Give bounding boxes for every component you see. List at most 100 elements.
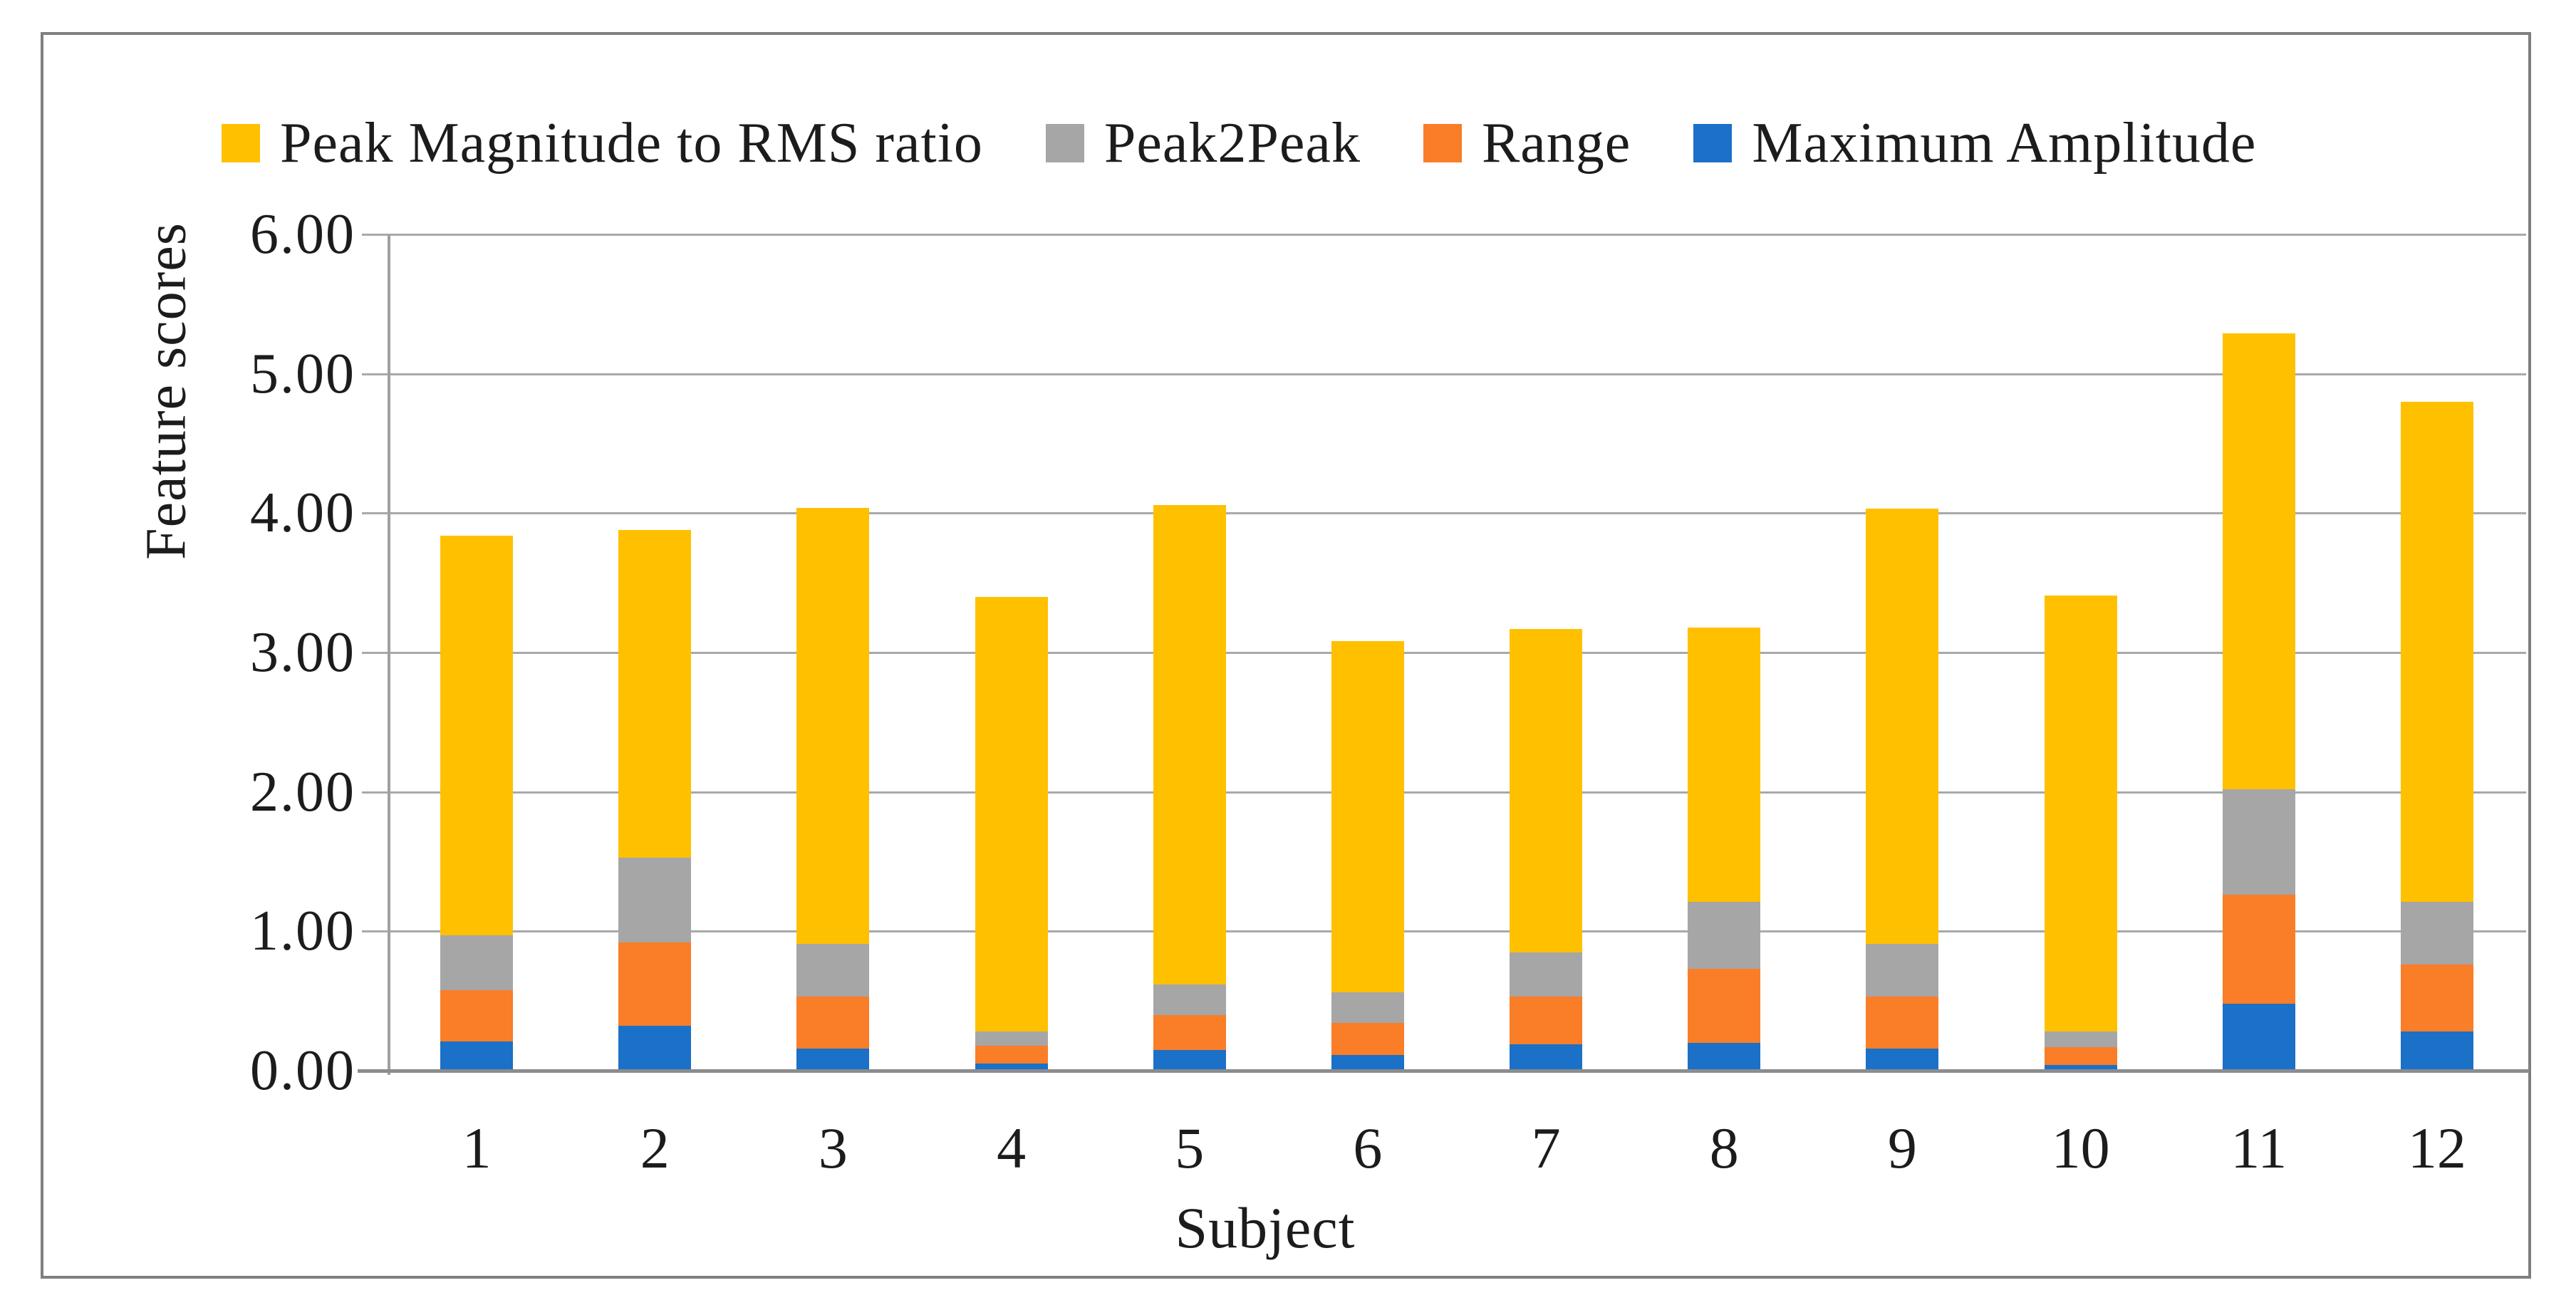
gridline-2.00 [388,791,2526,794]
bar-segment-maximum-amplitude-subject-10 [2044,1065,2117,1071]
bar-segment-peak-magnitude-to-rms-ratio-subject-11 [2222,333,2295,789]
bar-segment-peak-magnitude-to-rms-ratio-subject-5 [1153,504,1226,984]
legend-swatch-orange-icon [1423,124,1462,162]
x-axis-title: Subject [1175,1195,1356,1260]
bar-segment-peak-magnitude-to-rms-ratio-subject-10 [2044,595,2117,1032]
bar-segment-maximum-amplitude-subject-3 [796,1048,870,1071]
bar-segment-range-subject-11 [2222,895,2295,1004]
y-tick-mark-1.00 [362,930,399,933]
x-tick-label-6: 6 [1353,1116,1383,1180]
bar-segment-maximum-amplitude-subject-1 [440,1041,514,1071]
bar-segment-maximum-amplitude-subject-6 [1331,1055,1404,1071]
plot-area [358,234,2529,1075]
legend-swatch-blue-icon [1693,124,1733,162]
y-tick-label-3.00: 3.00 [250,621,355,684]
bar-segment-peak-magnitude-to-rms-ratio-subject-8 [1688,627,1761,903]
bar-subject-11 [2222,234,2295,1071]
y-tick-mark-3.00 [362,652,399,654]
y-tick-label-5.00: 5.00 [250,342,355,405]
bar-segment-peak2peak-subject-9 [1866,943,1939,997]
bar-segment-range-subject-12 [2400,965,2473,1032]
bar-segment-peak2peak-subject-10 [2044,1031,2117,1047]
x-tick-label-2: 2 [640,1116,670,1180]
bar-segment-peak2peak-subject-6 [1331,992,1404,1024]
x-tick-label-4: 4 [997,1116,1027,1180]
bar-segment-range-subject-10 [2044,1046,2117,1066]
bar-segment-peak2peak-subject-1 [440,935,514,990]
bar-segment-peak-magnitude-to-rms-ratio-subject-2 [618,529,692,858]
bar-segment-peak2peak-subject-7 [1510,952,1583,997]
gridline-6.00 [388,234,2526,236]
bar-subject-7 [1510,234,1583,1071]
x-tick-label-8: 8 [1709,1116,1739,1180]
bar-segment-range-subject-2 [618,942,692,1026]
bar-segment-maximum-amplitude-subject-11 [2222,1004,2295,1071]
gridline-1.00 [388,930,2526,933]
legend-item-3: Range [1423,115,1631,172]
bar-segment-peak2peak-subject-11 [2222,789,2295,895]
y-tick-label-1.00: 1.00 [250,900,355,963]
bar-segment-peak2peak-subject-8 [1688,902,1761,970]
bar-subject-2 [618,234,692,1071]
bar-segment-range-subject-9 [1866,997,1939,1049]
y-tick-mark-6.00 [362,234,399,236]
bar-segment-peak-magnitude-to-rms-ratio-subject-3 [796,507,870,944]
bar-subject-12 [2400,234,2473,1071]
bar-segment-maximum-amplitude-subject-8 [1688,1042,1761,1071]
y-tick-label-6.00: 6.00 [250,203,355,266]
y-tick-label-0.00: 0.00 [250,1039,355,1102]
bar-segment-peak-magnitude-to-rms-ratio-subject-4 [975,596,1048,1032]
x-tick-label-9: 9 [1887,1116,1917,1180]
bar-subject-6 [1331,234,1404,1071]
y-tick-mark-4.00 [362,512,399,515]
legend-label: Range [1481,112,1631,175]
bar-segment-peak2peak-subject-2 [618,857,692,942]
bar-subject-1 [440,234,514,1071]
legend-swatch-gray-icon [1045,124,1084,162]
bar-segment-peak2peak-subject-12 [2400,902,2473,965]
bar-segment-peak-magnitude-to-rms-ratio-subject-1 [440,535,514,936]
legend-label: Peak2Peak [1103,112,1361,175]
bar-segment-range-subject-3 [796,997,870,1049]
bar-segment-peak2peak-subject-4 [975,1031,1048,1046]
bar-segment-range-subject-5 [1153,1014,1226,1050]
x-tick-label-3: 3 [818,1116,848,1180]
bar-segment-peak2peak-subject-5 [1153,984,1226,1015]
bar-segment-range-subject-4 [975,1045,1048,1064]
bar-segment-peak-magnitude-to-rms-ratio-subject-7 [1510,628,1583,952]
y-tick-label-2.00: 2.00 [250,760,355,823]
bar-subject-10 [2044,234,2117,1071]
bar-subject-9 [1866,234,1939,1071]
x-tick-label-10: 10 [2051,1116,2110,1180]
gridline-3.00 [388,652,2526,654]
bar-segment-range-subject-6 [1331,1023,1404,1056]
figure-frame: Peak Magnitude to RMS ratio Peak2Peak Rang… [41,32,2531,1279]
legend: Peak Magnitude to RMS ratio Peak2Peak Rang… [222,108,2256,179]
legend-item-2: Peak2Peak [1045,112,1361,175]
bar-segment-peak-magnitude-to-rms-ratio-subject-6 [1331,641,1404,993]
bar-segment-maximum-amplitude-subject-7 [1510,1044,1583,1071]
bar-segment-maximum-amplitude-subject-12 [2400,1031,2473,1071]
bar-subject-4 [975,234,1048,1071]
x-axis-line [358,1069,2529,1073]
bar-segment-range-subject-1 [440,989,514,1041]
bar-subject-5 [1153,234,1226,1071]
bar-segment-peak2peak-subject-3 [796,943,870,997]
bar-segment-maximum-amplitude-subject-2 [618,1026,692,1071]
bar-segment-range-subject-8 [1688,969,1761,1043]
legend-label: Maximum Amplitude [1752,112,2257,175]
bar-segment-peak-magnitude-to-rms-ratio-subject-12 [2400,401,2473,903]
x-tick-label-12: 12 [2407,1116,2466,1180]
legend-label: Peak Magnitude to RMS ratio [280,112,983,175]
x-tick-label-1: 1 [462,1116,492,1180]
y-axis-line [388,234,390,1075]
y-tick-label-4.00: 4.00 [250,482,355,545]
legend-item-1: Peak Magnitude to RMS ratio [222,115,983,172]
gridline-4.00 [388,512,2526,515]
y-tick-mark-2.00 [362,791,399,794]
bar-segment-maximum-amplitude-subject-9 [1866,1048,1939,1071]
bar-subject-8 [1688,234,1761,1071]
legend-item-4: Maximum Amplitude [1693,115,2256,172]
x-tick-label-11: 11 [2230,1116,2287,1180]
bar-segment-maximum-amplitude-subject-5 [1153,1049,1226,1071]
